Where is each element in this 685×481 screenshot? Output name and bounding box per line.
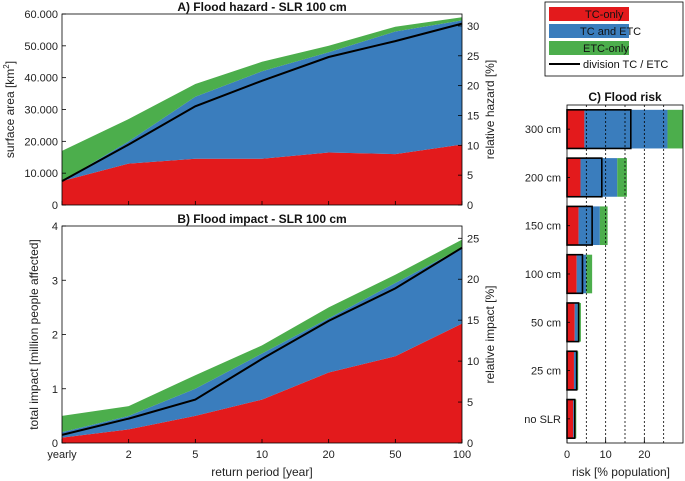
b-y2tick-label: 20 xyxy=(467,274,479,286)
b-y2tick-label: 15 xyxy=(467,315,479,327)
b-y2tick-label: 5 xyxy=(467,397,473,409)
a-ylabel-text: surface area [km xyxy=(3,69,17,158)
a-y2label: relative hazard [%] xyxy=(483,60,497,159)
a-y2tick-label: 10 xyxy=(467,140,479,152)
c-bar-etc-only xyxy=(617,158,627,197)
legend-swatch-etc-only xyxy=(549,41,629,55)
c-bar-tc-and-etc xyxy=(573,351,577,390)
a-y2tick-label: 15 xyxy=(467,110,479,122)
panel-c-flood-risk: 300 cm 200 cm 150 cm 100 cm 50 cm 25 cm no SLR… xyxy=(524,90,684,479)
b-xtick-label: 20 xyxy=(323,449,335,461)
c-category-label: 150 cm xyxy=(525,221,561,233)
legend-label-etc-only: ETC-only xyxy=(583,43,629,55)
c-bar-tc-only xyxy=(567,351,574,390)
c-bar-tc-only xyxy=(567,109,585,149)
c-bar-tc-and-etc xyxy=(578,206,600,246)
c-bar-tc-only xyxy=(567,206,579,246)
b-title: B) Flood impact - SLR 100 cm xyxy=(177,212,346,226)
c-bar-tc-only xyxy=(567,302,575,342)
b-ytick-label: 2 xyxy=(52,330,58,342)
a-area-tc-only xyxy=(62,144,462,205)
a-ylabel-superscript: 2 xyxy=(2,64,11,69)
a-title: A) Flood hazard - SLR 100 cm xyxy=(177,0,346,14)
a-ytick-label: 40.000 xyxy=(24,73,58,85)
a-ytick-label: 20.000 xyxy=(24,136,58,148)
a-ytick-label: 30.000 xyxy=(24,105,58,117)
c-bar-tc-only xyxy=(567,254,577,294)
a-ytick-label: 0 xyxy=(52,200,58,212)
b-area-tc-and-etc xyxy=(62,247,462,438)
b-xtick-label: 5 xyxy=(192,449,198,461)
a-y2tick-label: 0 xyxy=(467,200,473,212)
legend-label-division: division TC / ETC xyxy=(583,59,668,71)
c-category-label: 25 cm xyxy=(531,366,561,378)
b-xtick-label: 10 xyxy=(256,449,268,461)
a-ylabel-end: ] xyxy=(3,61,17,64)
c-xtick-label: 10 xyxy=(600,449,612,461)
a-ylabel: surface area [km2] xyxy=(2,61,17,158)
a-y2tick-label: 5 xyxy=(467,170,473,182)
c-bar-tc-only xyxy=(567,158,581,197)
b-ytick-label: 1 xyxy=(52,384,58,396)
b-y2tick-label: 0 xyxy=(467,438,473,450)
c-xtick-label: 20 xyxy=(638,449,650,461)
a-y2tick-label: 30 xyxy=(467,21,479,33)
c-bar-tc-and-etc xyxy=(584,109,668,149)
b-ytick-label: 3 xyxy=(52,275,58,287)
c-bar-etc-only xyxy=(599,206,608,246)
c-category-label: 200 cm xyxy=(525,172,561,184)
c-axes-frame xyxy=(566,104,684,444)
c-bar-etc-only xyxy=(586,254,593,294)
c-xlabel: risk [% population] xyxy=(572,465,670,479)
legend: TC-only TC and ETC ETC-only division TC … xyxy=(544,1,684,77)
b-xlabel: return period [year] xyxy=(211,465,312,479)
legend-label-tc-only: TC-only xyxy=(585,9,624,21)
c-category-label: 50 cm xyxy=(531,317,561,329)
b-ytick-label: 0 xyxy=(52,438,58,450)
b-division-line xyxy=(61,246,463,436)
panel-a-flood-hazard: 0 10.000 20.000 30.000 40.000 50.000 60.000 0 5 1… xyxy=(2,0,497,212)
b-y2label: relative impact [%] xyxy=(483,285,497,383)
b-area-tc-only xyxy=(62,323,462,443)
c-bar-tc-and-etc xyxy=(576,254,587,294)
legend-label-tc-and-etc: TC and ETC xyxy=(580,26,641,38)
c-category-label: 100 cm xyxy=(525,269,561,281)
a-ytick-label: 60.000 xyxy=(24,9,58,21)
c-bar-tc-only xyxy=(567,399,574,439)
b-area-etc-only xyxy=(62,239,462,433)
b-y2tick-label: 25 xyxy=(467,233,479,245)
legend-swatch-tc-and-etc xyxy=(549,24,629,38)
b-ylabel: total impact [million people affected] xyxy=(27,239,41,430)
a-ytick-label: 50.000 xyxy=(24,41,58,53)
c-xtick-label: 0 xyxy=(564,449,570,461)
legend-swatch-tc-only xyxy=(549,7,629,21)
b-xtick-label: 50 xyxy=(389,449,401,461)
a-ytick-label: 10.000 xyxy=(24,168,58,180)
c-bar-tc-and-etc xyxy=(574,302,578,342)
a-area-tc-and-etc xyxy=(62,20,462,182)
a-y2tick-label: 20 xyxy=(467,81,479,93)
b-xtick-label: yearly xyxy=(47,449,77,461)
c-category-label: 300 cm xyxy=(525,124,561,136)
a-division-line xyxy=(61,22,463,182)
b-ytick-label: 4 xyxy=(52,221,58,233)
c-title: C) Flood risk xyxy=(588,90,662,104)
b-xtick-label: 2 xyxy=(126,449,132,461)
c-bar-etc-only xyxy=(667,109,683,149)
b-y2tick-label: 10 xyxy=(467,356,479,368)
a-y2tick-label: 25 xyxy=(467,51,479,63)
c-category-label: no SLR xyxy=(524,414,561,426)
b-xtick-label: 100 xyxy=(453,449,471,461)
